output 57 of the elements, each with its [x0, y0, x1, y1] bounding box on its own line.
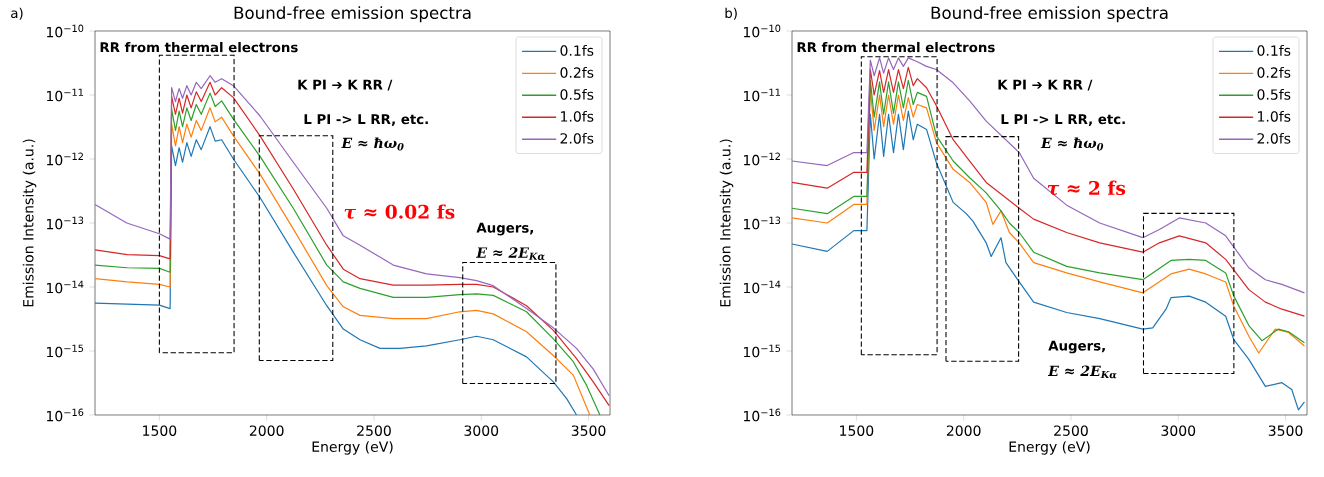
x-tick-label: 2000 [946, 425, 981, 436]
x-tick-label: 3500 [1268, 425, 1303, 436]
y-tick-label: 10$^{−12}$ [46, 152, 83, 166]
y-tick-label: 10$^{−14}$ [743, 280, 781, 294]
y-tick-label: 10$^{−15}$ [743, 344, 781, 358]
annotation: Augers, [476, 222, 533, 236]
y-axis-title: Emission Intensity (a.u.) [22, 139, 37, 307]
y-tick-label: 10$^{−11}$ [46, 88, 84, 102]
y-tick-label: 10$^{−10}$ [46, 24, 84, 38]
x-tick-label: 3000 [1161, 425, 1196, 436]
text: b) [725, 7, 737, 20]
x-tick-label: 3000 [464, 425, 499, 436]
y-tick-label: 10$^{−11}$ [743, 88, 781, 102]
annotation: K PI ➔ K RR / [998, 79, 1093, 91]
y-tick-label: 10$^{−14}$ [46, 280, 84, 294]
x-tick-label: 2000 [249, 425, 284, 436]
annotation: E ≈ ħω$_{0}$ [1040, 137, 1104, 151]
annotation: RR from thermal electrons [797, 41, 995, 53]
legend-label: 0.5fs [1257, 88, 1291, 100]
text: a) [11, 7, 23, 20]
legend-label: 0.1fs [560, 45, 594, 56]
x-axis-title: Energy (eV) [1009, 441, 1090, 455]
legend-label: 2.0fs [560, 132, 594, 144]
annotation: Augers, [1048, 340, 1105, 354]
y-tick-label: 10$^{−15}$ [46, 344, 84, 358]
legend-label: 0.2fs [560, 67, 594, 78]
y-axis-title: Emission Intensity (a.u.) [719, 139, 734, 307]
x-tick-label: 1500 [840, 425, 874, 436]
chart-title: Bound-free emission spectra [234, 6, 471, 23]
annotation: E ≈ ħω$_{0}$ [341, 137, 404, 151]
y-tick-label: 10$^{−16}$ [46, 408, 84, 422]
annotation: K PI ➔ K RR / [298, 79, 393, 91]
legend-label: 1.0fs [1258, 110, 1291, 122]
legend-label: 0.1fs [1257, 45, 1291, 56]
annotation: RR from thermal electrons [100, 41, 298, 53]
annotation: τ ≈ 2 fs [1047, 180, 1126, 196]
annotation: L PI -> L RR, etc. [304, 114, 428, 126]
legend-label: 0.5fs [560, 88, 594, 100]
x-tick-label: 3500 [571, 425, 606, 436]
legend-label: 2.0fs [1257, 132, 1291, 144]
x-tick-label: 2500 [357, 425, 391, 436]
y-tick-label: 10$^{−12}$ [743, 152, 780, 166]
y-tick-label: 10$^{−13}$ [46, 216, 84, 230]
annotation: L PI -> L RR, etc. [1001, 114, 1125, 126]
legend-label: 0.2fs [1257, 67, 1291, 78]
y-tick-label: 10$^{−10}$ [743, 24, 781, 38]
annotation: E ≈ 2E$_{Kα}$ [1047, 365, 1117, 379]
annotation: τ ≈ 0.02 fs [344, 204, 455, 219]
annotation: E ≈ 2E$_{Kα}$ [476, 247, 545, 260]
x-axis-title: Energy (eV) [312, 441, 393, 455]
chart-title: Bound-free emission spectra [931, 6, 1168, 23]
x-tick-label: 2500 [1054, 425, 1088, 436]
legend-label: 1.0fs [561, 110, 594, 122]
x-tick-label: 1500 [143, 425, 177, 436]
y-tick-label: 10$^{−16}$ [743, 408, 781, 422]
line-series [791, 110, 1306, 411]
y-tick-label: 10$^{−13}$ [743, 216, 781, 230]
